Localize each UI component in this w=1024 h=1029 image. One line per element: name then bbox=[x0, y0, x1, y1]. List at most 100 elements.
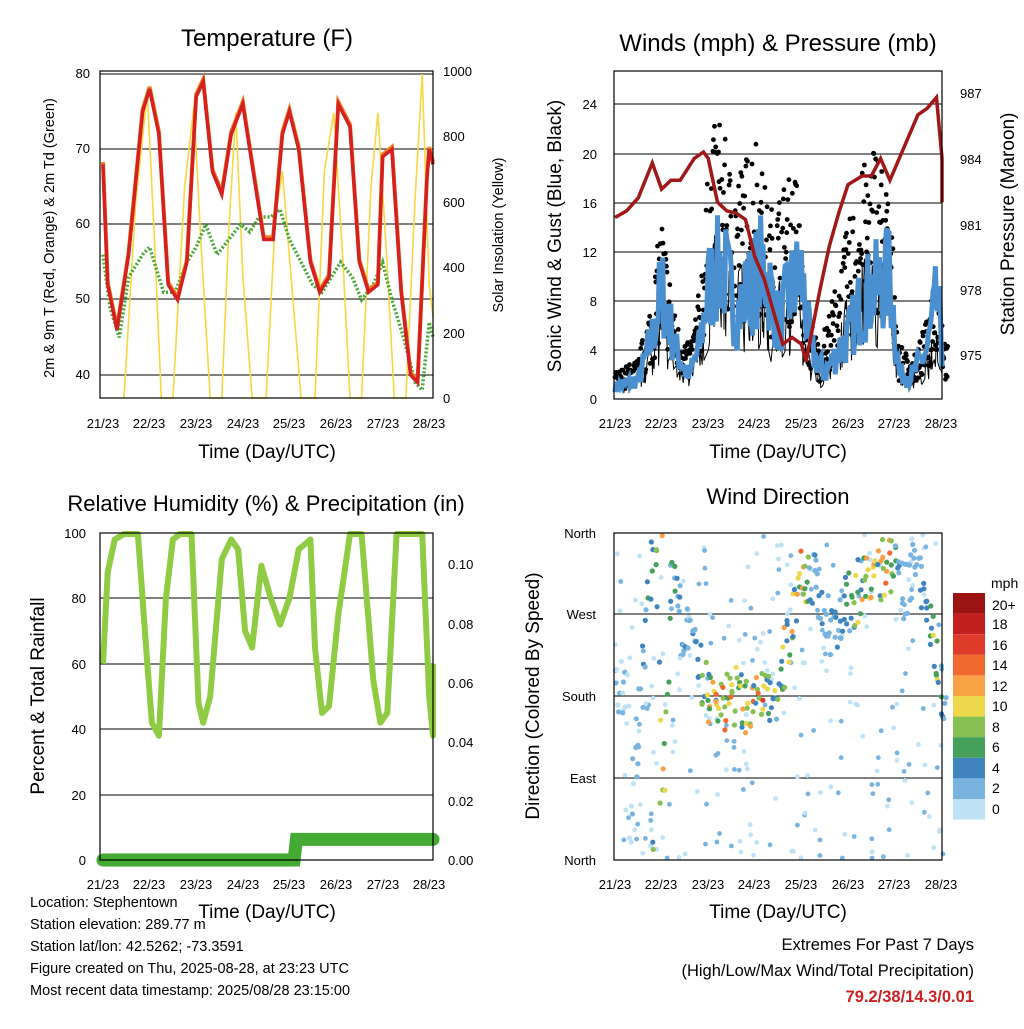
direction-point bbox=[720, 684, 726, 691]
gust-point bbox=[834, 323, 840, 329]
direction-point bbox=[805, 791, 811, 797]
direction-point bbox=[649, 683, 655, 689]
direction-point bbox=[881, 592, 887, 598]
direction-point bbox=[848, 615, 854, 621]
temperature-right-ylabel: Solar Insolation (Yellow) bbox=[491, 157, 507, 312]
gust-point bbox=[739, 227, 744, 233]
gust-point bbox=[784, 217, 790, 222]
direction-point bbox=[664, 691, 671, 697]
direction-point bbox=[819, 621, 825, 627]
gust-point bbox=[876, 204, 882, 210]
gust-point bbox=[683, 356, 688, 361]
direction-point bbox=[641, 648, 646, 654]
direction-point bbox=[723, 718, 729, 724]
direction-point bbox=[614, 551, 620, 557]
gust-point bbox=[843, 234, 848, 240]
direction-point bbox=[832, 634, 838, 640]
direction-point bbox=[642, 664, 648, 670]
tick-label: 4 bbox=[590, 343, 597, 358]
direction-point bbox=[743, 761, 749, 767]
direction-point bbox=[825, 633, 831, 639]
gust-point bbox=[816, 348, 821, 354]
tick-label: 0.10 bbox=[448, 557, 473, 572]
direction-point bbox=[901, 616, 907, 622]
direction-point bbox=[770, 671, 775, 677]
legend-swatches bbox=[953, 593, 985, 820]
gust-point bbox=[666, 299, 672, 305]
winds-left-ylabel: Sonic Wind & Gust (Blue, Black) bbox=[545, 100, 566, 372]
gust-point bbox=[711, 137, 716, 143]
direction-point bbox=[841, 593, 847, 599]
direction-point bbox=[871, 573, 877, 579]
direction-point bbox=[677, 687, 682, 693]
gust-point bbox=[852, 274, 858, 279]
direction-point bbox=[788, 607, 793, 613]
direction-point bbox=[744, 705, 750, 711]
direction-point bbox=[767, 717, 773, 724]
direction-point bbox=[886, 797, 892, 803]
tick-label: 27/23 bbox=[878, 416, 911, 431]
humidity-frame bbox=[99, 532, 434, 861]
direction-point bbox=[738, 683, 744, 689]
direction-point bbox=[775, 590, 781, 596]
direction-point bbox=[806, 565, 813, 571]
temperature-xlabel: Time (Day/UTC) bbox=[198, 442, 336, 463]
direction-point bbox=[909, 800, 915, 806]
direction-point bbox=[887, 550, 893, 556]
direction-point bbox=[738, 672, 744, 678]
direction-point bbox=[880, 565, 886, 572]
gust-point bbox=[688, 343, 694, 349]
gust-point bbox=[740, 241, 745, 247]
gust-point bbox=[855, 268, 861, 274]
gust-point bbox=[717, 122, 722, 128]
direction-point bbox=[692, 626, 698, 633]
direction-point bbox=[928, 625, 935, 631]
direction-point bbox=[761, 683, 767, 689]
direction-point bbox=[675, 603, 681, 609]
winds-title: Winds (mph) & Pressure (mb) bbox=[619, 30, 936, 57]
gust-point bbox=[917, 340, 923, 345]
gust-point bbox=[831, 338, 837, 343]
tick-label: 28/23 bbox=[413, 877, 446, 892]
direction-point bbox=[874, 768, 880, 774]
gust-point bbox=[833, 303, 839, 309]
direction-point bbox=[779, 542, 784, 548]
gust-point bbox=[870, 209, 876, 214]
gust-point bbox=[845, 251, 851, 256]
winds-panel: Winds (mph) & Pressure (mb) 24 20 16 12 … bbox=[545, 30, 1019, 463]
station-location: Location: Stephentown bbox=[30, 895, 178, 911]
direction-point bbox=[931, 845, 937, 851]
direction-point bbox=[848, 665, 854, 671]
gust-point bbox=[638, 345, 644, 351]
gust-point bbox=[780, 225, 786, 231]
direction-point bbox=[797, 696, 802, 701]
legend-swatch bbox=[953, 613, 985, 635]
direction-point bbox=[708, 640, 714, 646]
direction-point bbox=[920, 532, 926, 538]
gust-point bbox=[722, 136, 728, 142]
direction-point bbox=[862, 613, 868, 619]
direction-point bbox=[634, 774, 640, 780]
direction-point bbox=[904, 610, 911, 616]
direction-point bbox=[644, 579, 651, 585]
direction-point bbox=[821, 607, 827, 614]
gust-point bbox=[769, 207, 774, 213]
direction-point bbox=[640, 850, 646, 856]
direction-point bbox=[742, 730, 749, 736]
tick-label: 978 bbox=[960, 283, 982, 298]
direction-point bbox=[781, 624, 787, 631]
temperature-x-ticks: 21/23 22/23 23/23 24/23 25/23 26/23 27/2… bbox=[87, 416, 446, 431]
tick-label: 1000 bbox=[443, 64, 472, 79]
direction-point bbox=[657, 800, 663, 806]
direction-point bbox=[773, 796, 778, 801]
gust-point bbox=[627, 362, 632, 367]
tick-label: North bbox=[564, 526, 596, 541]
direction-point bbox=[648, 827, 654, 833]
direction-point bbox=[703, 713, 709, 718]
direction-point bbox=[715, 792, 720, 797]
direction-point bbox=[694, 789, 700, 795]
direction-point bbox=[628, 803, 635, 809]
gust-point bbox=[920, 333, 926, 339]
direction-point bbox=[794, 591, 800, 597]
direction-point bbox=[747, 822, 753, 828]
